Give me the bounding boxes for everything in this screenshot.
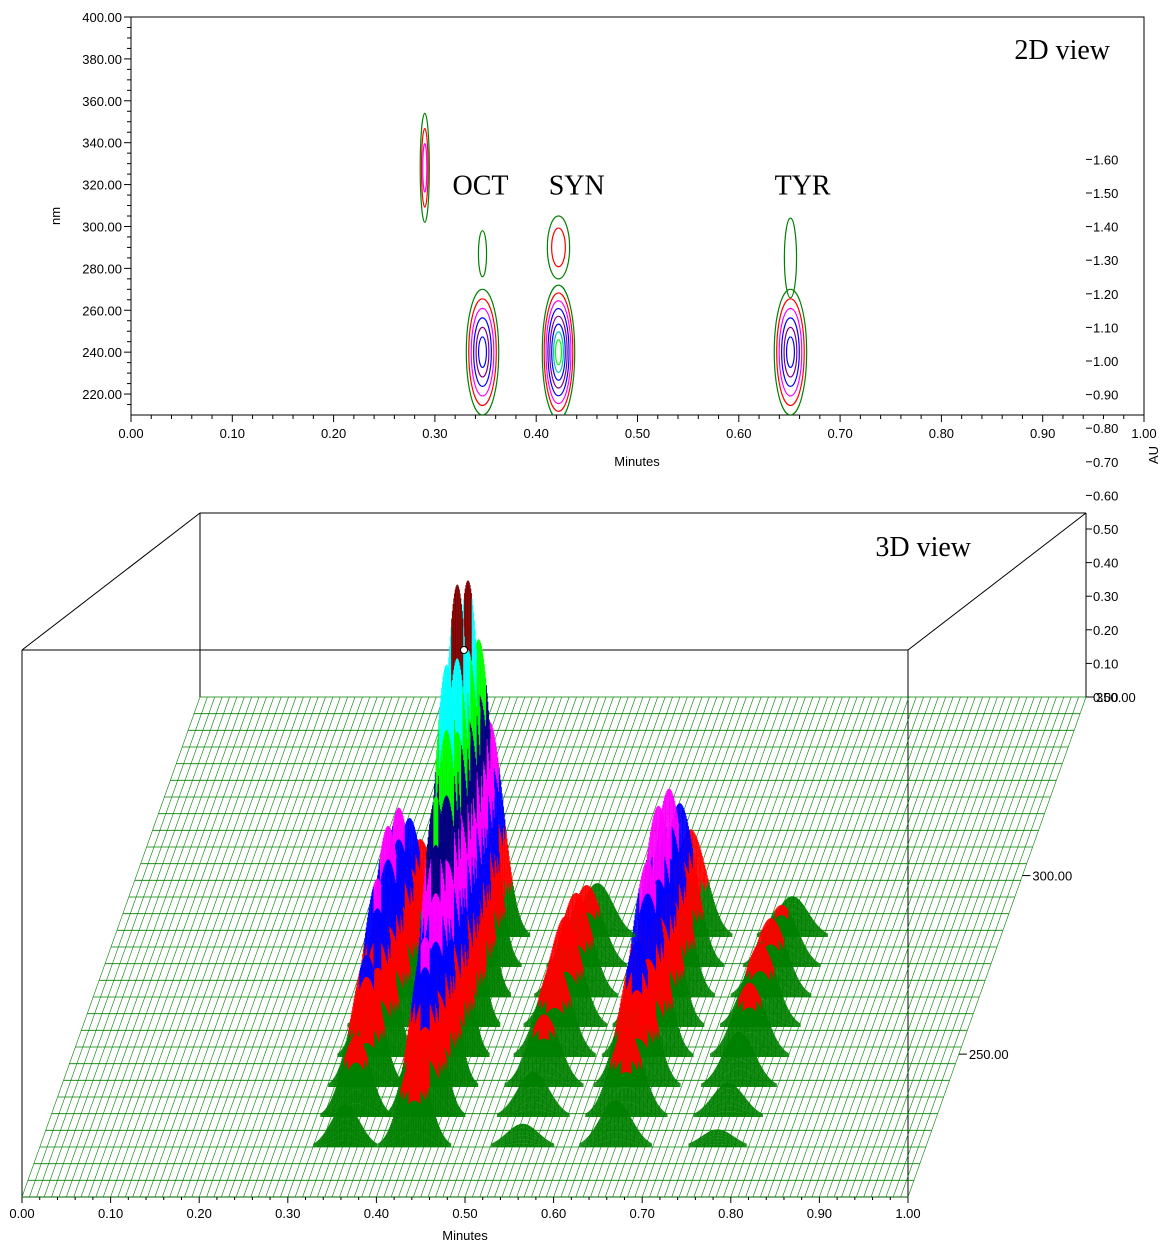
x-tick-label-2d: 0.70: [827, 426, 852, 441]
peak-label: OCT: [452, 171, 508, 202]
x-tick-label-2d: 0.30: [422, 426, 447, 441]
peak-label: TYR: [775, 171, 831, 202]
x-tick-label-2d: 0.20: [321, 426, 346, 441]
y-tick-label-2d: 220.00: [82, 387, 122, 402]
y-tick-label-2d: 380.00: [82, 52, 122, 67]
peak-label: SYN: [549, 171, 605, 202]
x-tick-label-2d: 0.10: [220, 426, 245, 441]
x-tick-label-2d: 0.50: [625, 426, 650, 441]
y-axis-title-2d: nm: [48, 207, 63, 225]
y-tick-label-2d: 320.00: [82, 178, 122, 193]
y-tick-label-2d: 400.00: [82, 10, 122, 25]
x-tick-label-2d: 0.40: [524, 426, 549, 441]
y-tick-label-2d: 300.00: [82, 219, 122, 234]
panel-label-2d: 2D view: [1014, 35, 1110, 66]
x-tick-label-2d: 0.90: [1030, 426, 1055, 441]
y-axis-2d: 220.00 240.00 260.00 280.00 300.00 320.00 340.…: [82, 10, 131, 405]
y-tick-label-2d: 340.00: [82, 136, 122, 151]
y-tick-label-2d: 360.00: [82, 94, 122, 109]
y-tick-label-2d: 280.00: [82, 261, 122, 276]
x-tick-label-2d: 0.80: [929, 426, 954, 441]
x-axis-title-2d: Minutes: [614, 454, 660, 469]
x-tick-label-2d: 0.00: [118, 426, 143, 441]
box-edge: [22, 513, 200, 650]
x-tick-label-2d: 1.00: [1131, 426, 1156, 441]
plot-area-2d: [131, 17, 1144, 415]
x-axis-2d: 0.00 0.10 0.20 0.30 0.40 0.50 0.60 0.70 0.80 0.90…: [118, 415, 1156, 441]
y-tick-label-2d: 240.00: [82, 345, 122, 360]
contour-chart-2d: 0.00 0.10 0.20 0.30 0.40 0.50 0.60 0.70 0.80 0.90…: [48, 10, 1157, 469]
x-tick-label-2d: 0.60: [726, 426, 751, 441]
y-tick-label-2d: 260.00: [82, 303, 122, 318]
